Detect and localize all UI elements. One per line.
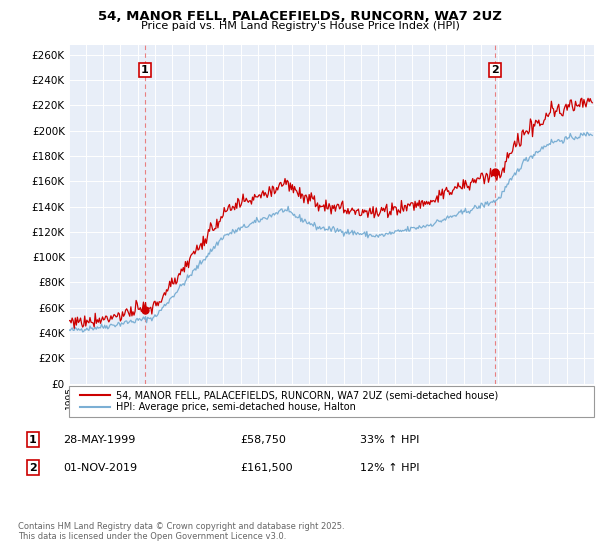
Text: £161,500: £161,500 [240,463,293,473]
Text: 12% ↑ HPI: 12% ↑ HPI [360,463,419,473]
Text: 2: 2 [491,65,499,75]
Text: 33% ↑ HPI: 33% ↑ HPI [360,435,419,445]
Text: 1: 1 [29,435,37,445]
Text: 54, MANOR FELL, PALACEFIELDS, RUNCORN, WA7 2UZ (semi-detached house): 54, MANOR FELL, PALACEFIELDS, RUNCORN, W… [116,390,498,400]
Text: 28-MAY-1999: 28-MAY-1999 [63,435,136,445]
Text: 1: 1 [141,65,149,75]
Text: 54, MANOR FELL, PALACEFIELDS, RUNCORN, WA7 2UZ: 54, MANOR FELL, PALACEFIELDS, RUNCORN, W… [98,10,502,23]
Text: 01-NOV-2019: 01-NOV-2019 [63,463,137,473]
Text: 2: 2 [29,463,37,473]
Text: Price paid vs. HM Land Registry's House Price Index (HPI): Price paid vs. HM Land Registry's House … [140,21,460,31]
Text: £58,750: £58,750 [240,435,286,445]
Text: HPI: Average price, semi-detached house, Halton: HPI: Average price, semi-detached house,… [116,402,356,412]
Text: Contains HM Land Registry data © Crown copyright and database right 2025.
This d: Contains HM Land Registry data © Crown c… [18,522,344,542]
